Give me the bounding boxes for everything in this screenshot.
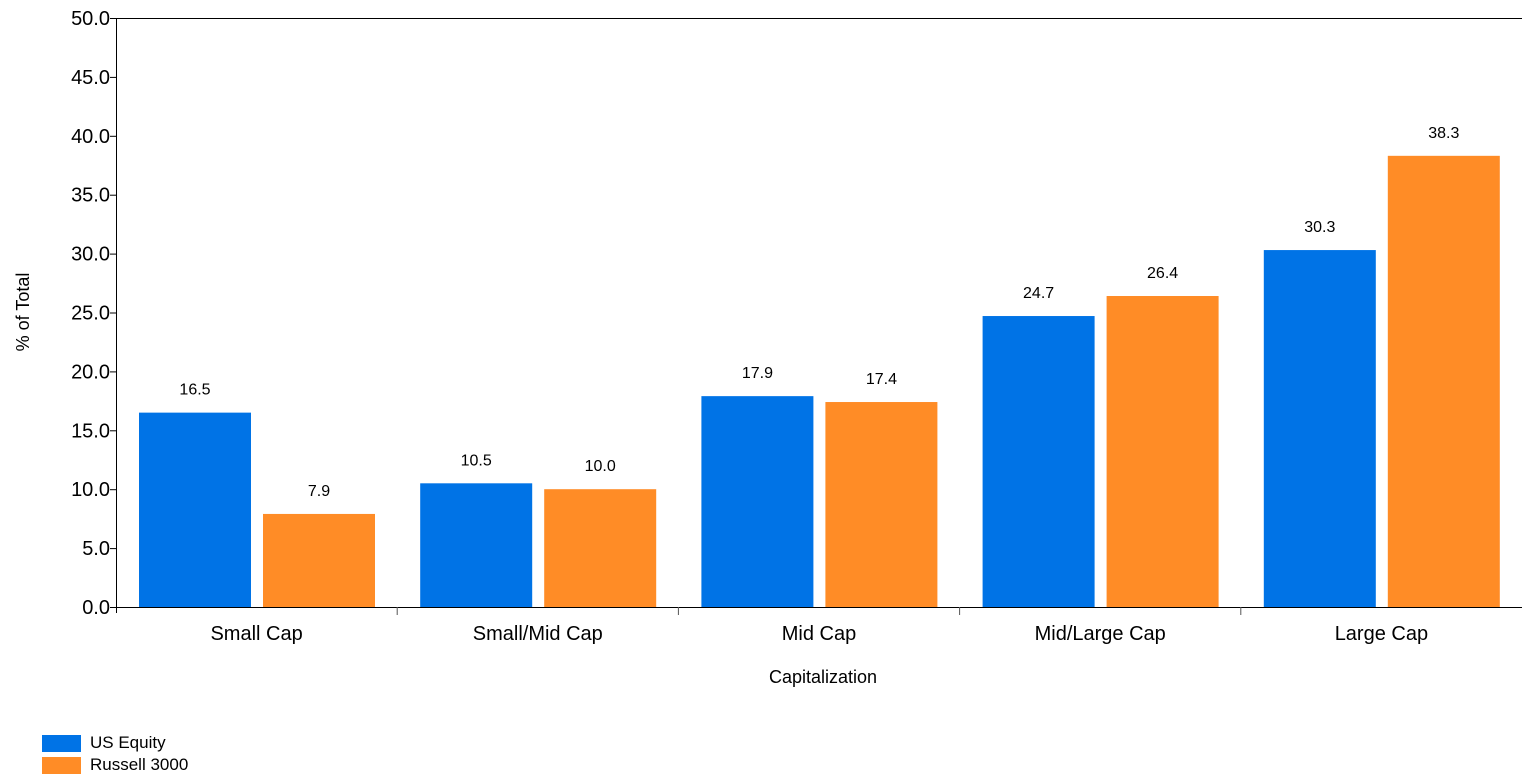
y-tick-label: 15.0	[71, 420, 110, 442]
x-tick-label: Mid/Large Cap	[1035, 623, 1166, 645]
y-tick-label: 35.0	[71, 185, 110, 207]
y-tick-label: 0.0	[82, 597, 110, 619]
x-axis-title: Capitalization	[769, 667, 877, 687]
data-labels: 16.5 10.5 17.9 24.7 30.3 7.9 10.0 17.4 26.4 38.3	[179, 125, 1459, 500]
legend-item-us-equity: US Equity	[42, 732, 188, 754]
y-tick-label: 5.0	[82, 538, 110, 560]
data-label: 24.7	[1023, 285, 1054, 302]
chart-axes	[110, 18, 1522, 613]
y-tick-label: 20.0	[71, 361, 110, 383]
data-label: 17.4	[866, 371, 897, 388]
x-tick-label: Large Cap	[1335, 623, 1428, 645]
y-tick-label: 45.0	[71, 67, 110, 89]
bar	[701, 396, 814, 607]
y-axis-ticks: 0.0 5.0 10.0 15.0 20.0 25.0 30.0 35.0 40.0 45.0 50…	[71, 8, 116, 619]
bar	[139, 412, 251, 607]
chart-bars	[139, 155, 1500, 608]
y-tick-label: 10.0	[71, 479, 110, 501]
y-tick-label: 40.0	[71, 126, 110, 148]
data-label: 10.5	[461, 452, 492, 469]
legend: US Equity Russell 3000	[42, 732, 188, 776]
bar-chart: 0.0 5.0 10.0 15.0 20.0 25.0 30.0 35.0 40.0 45.0 50…	[13, 8, 1522, 687]
bar	[544, 489, 657, 607]
y-axis-title: % of Total	[13, 273, 33, 352]
data-label: 7.9	[308, 483, 330, 500]
legend-label-russell-3000: Russell 3000	[90, 755, 189, 774]
x-tick-label: Mid Cap	[782, 623, 856, 645]
legend-item-russell-3000: Russell 3000	[42, 754, 188, 776]
legend-swatch-russell-3000	[42, 756, 81, 774]
bar	[1106, 296, 1219, 607]
bar	[982, 316, 1095, 607]
bar	[1387, 155, 1500, 608]
legend-label-us-equity: US Equity	[90, 733, 166, 752]
y-tick-label: 25.0	[71, 303, 110, 325]
bar	[825, 402, 938, 607]
data-label: 30.3	[1304, 219, 1335, 236]
x-tick-label: Small Cap	[210, 623, 302, 645]
x-tick-label: Small/Mid Cap	[473, 623, 603, 645]
bar	[420, 483, 533, 607]
data-label: 10.0	[585, 458, 616, 475]
data-label: 16.5	[179, 382, 210, 399]
y-tick-label: 30.0	[71, 244, 110, 266]
y-tick-label: 50.0	[71, 8, 110, 30]
data-label: 38.3	[1428, 125, 1459, 142]
data-label: 26.4	[1147, 265, 1178, 282]
data-label: 17.9	[742, 365, 773, 382]
bar	[1263, 250, 1376, 608]
bar	[263, 513, 375, 607]
legend-swatch-us-equity	[42, 734, 81, 752]
x-axis-ticks: Small Cap Small/Mid Cap Mid Cap Mid/Large C…	[210, 607, 1428, 645]
